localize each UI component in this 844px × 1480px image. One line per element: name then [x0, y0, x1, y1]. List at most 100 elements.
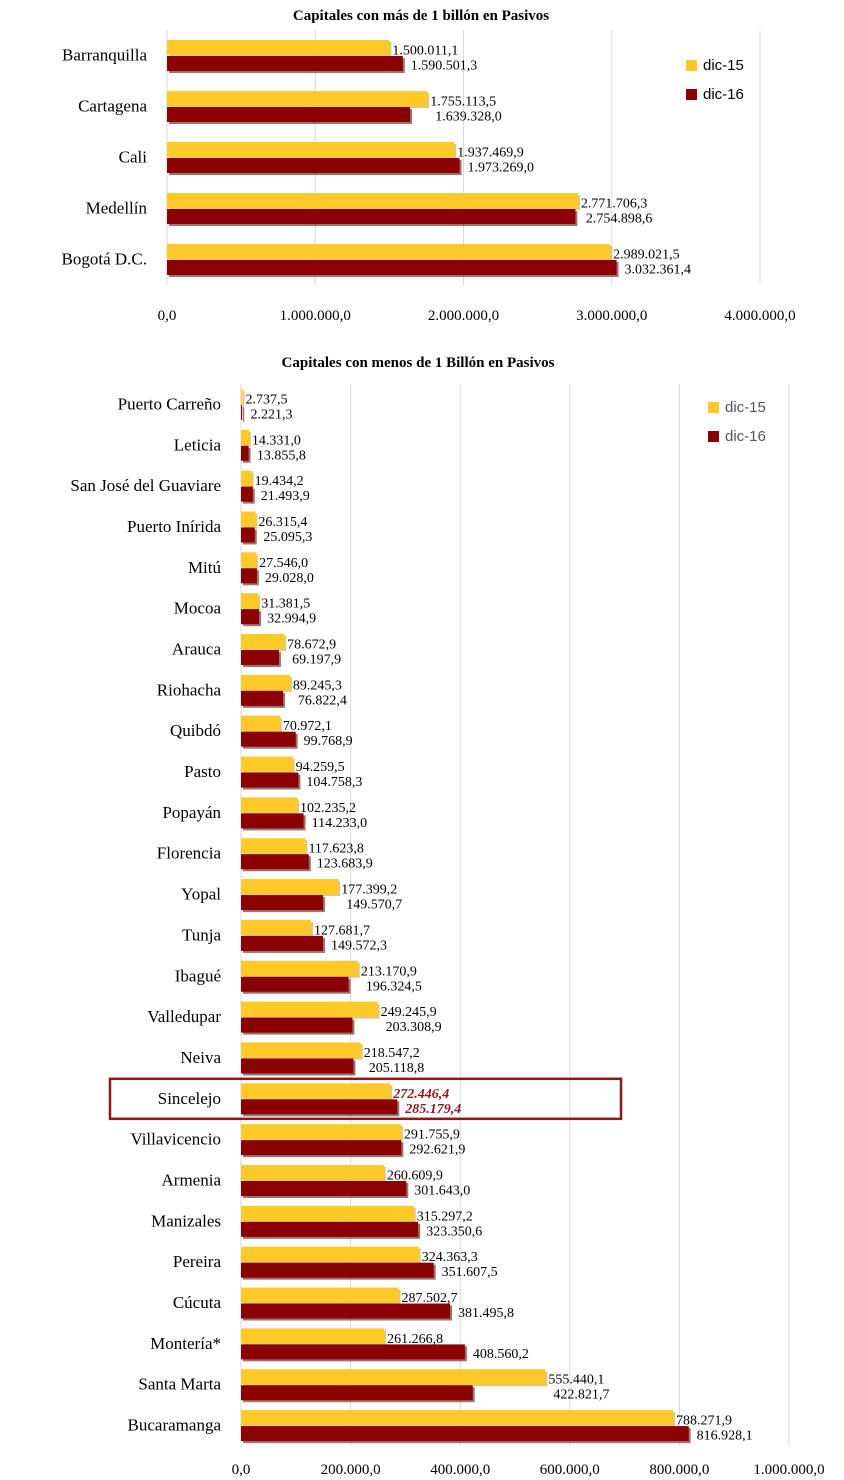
data-label-dic15-cartagena: 1.755.113,5: [430, 95, 496, 110]
bar-dic15-cucuta: [241, 1287, 399, 1303]
x-tick-label: 800.000,0: [649, 1462, 709, 1478]
category-label-arauca: Arauca: [172, 640, 222, 659]
data-label-dic16-medellin: 2.754.898,6: [586, 212, 653, 227]
data-label-dic15-popayan: 102.235,2: [300, 801, 356, 816]
bar-dic16-bogota-d-c: [167, 260, 617, 275]
bar-dic16-villavicencio: [241, 1140, 402, 1156]
bar-dic15-riohacha: [241, 674, 290, 690]
data-label-dic16-barranquilla: 1.590.501,3: [411, 59, 478, 74]
bar-dic15-medellin: [167, 193, 578, 208]
category-label-monteria: Montería*: [150, 1334, 221, 1353]
bar-dic15-armenia: [241, 1165, 384, 1180]
bar-dic15-manizales: [241, 1205, 414, 1221]
bar-shadow-dic16: [243, 406, 245, 422]
legend-label-dic15: dic-15: [703, 57, 744, 74]
category-label-ibague: Ibagué: [175, 966, 221, 985]
data-label-dic16-pereira: 351.607,5: [442, 1265, 498, 1280]
data-label-dic15-santa-marta: 555.440,1: [548, 1373, 604, 1388]
data-label-dic15-neiva: 218.547,2: [364, 1046, 420, 1061]
bar-dic15-mocoa: [241, 593, 259, 609]
bar-dic15-villavicencio: [241, 1124, 401, 1140]
bar-dic15-santa-marta: [241, 1369, 546, 1385]
legend-swatch-dic15: [708, 402, 719, 413]
data-label-dic15-san-jose-del-guaviare: 19.434,2: [255, 474, 304, 489]
bar-dic16-florencia: [241, 854, 309, 870]
data-label-dic16-bogota-d-c: 3.032.361,4: [625, 263, 692, 278]
data-label-dic16-florencia: 123.683,9: [317, 857, 373, 872]
legend: dic-15 dic-16: [708, 399, 766, 445]
bar-dic15-popayan: [241, 797, 298, 813]
legend-swatch-dic15: [686, 60, 697, 71]
bar-dic15-cali: [167, 142, 455, 157]
category-label-villavicencio: Villavicencio: [130, 1130, 221, 1149]
chart-capitales-menos-1-billon: Capitales con menos de 1 Billón en Pasiv…: [70, 355, 824, 1478]
data-label-dic15-sincelejo: 272.446,4: [392, 1087, 449, 1102]
data-label-dic15-cali: 1.937.469,9: [457, 146, 524, 161]
bar-dic16-tunja: [241, 935, 323, 951]
category-label-medellin: Medellín: [86, 199, 148, 218]
data-label-dic15-barranquilla: 1.500.011,1: [392, 44, 458, 59]
data-label-dic16-cucuta: 381.495,8: [458, 1306, 514, 1321]
data-label-dic16-popayan: 114.233,0: [312, 816, 367, 831]
bar-dic15-yopal: [241, 879, 339, 895]
x-tick-label: 200.000,0: [321, 1462, 381, 1478]
bar-dic16-cartagena: [167, 107, 411, 122]
highlight-box-sincelejo: [108, 1077, 623, 1121]
data-label-dic15-cucuta: 287.502,7: [402, 1291, 458, 1306]
bar-dic16-armenia: [241, 1181, 407, 1196]
data-label-dic15-tunja: 127.681,7: [314, 923, 370, 938]
data-label-dic16-riohacha: 76.822,4: [298, 693, 347, 708]
category-label-neiva: Neiva: [180, 1048, 221, 1067]
bar-dic15-arauca: [241, 634, 285, 649]
data-label-dic15-pereira: 324.363,3: [422, 1250, 478, 1265]
data-label-dic15-mitu: 27.546,0: [259, 556, 308, 571]
data-label-dic16-bucaramanga: 816.928,1: [697, 1429, 753, 1444]
data-label-dic16-pasto: 104.758,3: [306, 775, 362, 790]
data-label-dic15-leticia: 14.331,0: [252, 433, 301, 448]
data-label-dic15-medellin: 2.771.706,3: [581, 197, 648, 212]
data-label-dic15-quibdo: 70.972,1: [283, 719, 332, 734]
bar-dic15-bucaramanga: [241, 1410, 673, 1426]
data-label-dic16-arauca: 69.197,9: [292, 653, 341, 668]
data-label-dic15-monteria: 261.266,8: [387, 1332, 443, 1347]
category-label-bucaramanga: Bucaramanga: [128, 1416, 222, 1435]
bar-dic16-medellin: [167, 209, 576, 224]
category-label-valledupar: Valledupar: [147, 1007, 221, 1026]
bar-dic16-neiva: [241, 1058, 354, 1074]
bar-dic16-pereira: [241, 1262, 434, 1278]
bar-dic15-quibdo: [241, 715, 280, 731]
bar-dic16-monteria: [241, 1344, 465, 1360]
category-label-san-jose-del-guaviare: San José del Guaviare: [70, 476, 221, 495]
bar-dic16-puerto-inirida: [241, 527, 255, 543]
x-tick-label: 0,0: [232, 1462, 251, 1478]
bar-dic16-sincelejo: [241, 1099, 398, 1115]
legend-label-dic16: dic-16: [703, 86, 744, 103]
category-label-quibdo: Quibdó: [170, 721, 221, 740]
chart-title: Capitales con más de 1 billón en Pasivos: [293, 8, 549, 24]
x-tick-label: 600.000,0: [540, 1462, 600, 1478]
bar-dic16-santa-marta: [241, 1385, 473, 1401]
bar-dic16-bucaramanga: [241, 1426, 689, 1442]
category-label-manizales: Manizales: [151, 1211, 221, 1230]
bar-dic16-quibdo: [241, 731, 296, 747]
data-label-dic16-cartagena: 1.639.328,0: [435, 110, 502, 125]
data-label-dic16-ibague: 196.324,5: [366, 979, 422, 994]
bar-dic16-valledupar: [241, 1017, 353, 1033]
bar-shadow-dic15: [243, 390, 245, 406]
bar-dic15-cartagena: [167, 91, 428, 106]
category-label-puerto-carreno: Puerto Carreño: [118, 394, 221, 413]
data-label-dic16-yopal: 149.570,7: [346, 898, 402, 913]
data-label-dic15-florencia: 117.623,8: [308, 842, 363, 857]
category-label-cucuta: Cúcuta: [173, 1293, 222, 1312]
bar-dic15-sincelejo: [241, 1083, 391, 1099]
bar-dic15-san-jose-del-guaviare: [241, 470, 252, 486]
category-label-santa-marta: Santa Marta: [138, 1375, 221, 1394]
x-tick-label: 3.000.000,0: [576, 308, 647, 324]
bar-dic15-leticia: [241, 429, 249, 445]
bar-dic16-barranquilla: [167, 56, 403, 71]
legend: dic-15 dic-16: [686, 57, 744, 103]
category-label-mocoa: Mocoa: [174, 599, 222, 618]
category-label-leticia: Leticia: [174, 435, 222, 454]
bar-dic15-puerto-inirida: [241, 511, 256, 527]
data-label-dic16-armenia: 301.643,0: [414, 1184, 470, 1199]
